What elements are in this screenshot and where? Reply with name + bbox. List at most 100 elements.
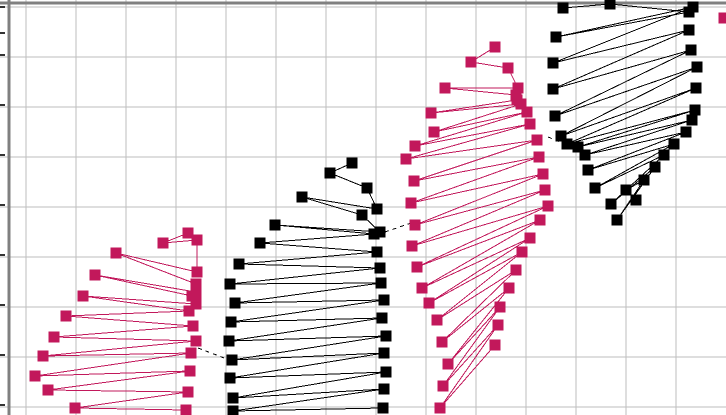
data-point-marker[interactable]: [185, 347, 197, 359]
data-point-marker[interactable]: [183, 305, 195, 317]
data-point-marker[interactable]: [400, 153, 412, 165]
data-point-marker[interactable]: [604, 0, 616, 10]
data-point-marker[interactable]: [371, 246, 383, 258]
data-point-marker[interactable]: [431, 314, 443, 326]
data-point-marker[interactable]: [296, 191, 308, 203]
data-point-marker[interactable]: [361, 182, 373, 194]
data-point-marker[interactable]: [77, 290, 89, 302]
data-point-marker[interactable]: [550, 31, 562, 43]
data-point-marker[interactable]: [437, 380, 449, 392]
data-point-marker[interactable]: [409, 219, 421, 231]
data-point-marker[interactable]: [494, 301, 506, 313]
data-point-marker[interactable]: [406, 240, 418, 252]
data-point-marker[interactable]: [346, 157, 358, 169]
data-point-marker[interactable]: [572, 141, 584, 153]
data-point-marker[interactable]: [48, 331, 60, 343]
data-point-marker[interactable]: [502, 62, 514, 74]
data-point-marker[interactable]: [374, 262, 386, 274]
data-point-marker[interactable]: [37, 350, 49, 362]
data-point-marker[interactable]: [380, 366, 392, 378]
data-point-marker[interactable]: [378, 383, 390, 395]
data-point-marker[interactable]: [375, 277, 387, 289]
data-point-marker[interactable]: [380, 330, 392, 342]
data-point-marker[interactable]: [680, 126, 692, 138]
data-point-marker[interactable]: [436, 336, 448, 348]
data-point-marker[interactable]: [557, 2, 569, 14]
data-point-marker[interactable]: [542, 200, 554, 212]
data-point-marker[interactable]: [533, 151, 545, 163]
data-point-marker[interactable]: [190, 298, 202, 310]
data-point-marker[interactable]: [227, 392, 239, 404]
data-point-marker[interactable]: [69, 402, 81, 414]
data-point-marker[interactable]: [223, 335, 235, 347]
series-cluster-2[interactable]: [223, 157, 392, 415]
series-cluster-4[interactable]: [547, 0, 703, 226]
data-point-marker[interactable]: [42, 384, 54, 396]
data-point-marker[interactable]: [60, 310, 72, 322]
data-point-marker[interactable]: [423, 297, 435, 309]
data-point-marker[interactable]: [524, 232, 536, 244]
data-point-marker[interactable]: [416, 282, 428, 294]
data-point-marker[interactable]: [611, 214, 623, 226]
data-point-marker[interactable]: [718, 12, 726, 24]
data-point-marker[interactable]: [503, 282, 515, 294]
data-point-marker[interactable]: [191, 234, 203, 246]
data-point-marker[interactable]: [649, 161, 661, 173]
data-point-marker[interactable]: [620, 184, 632, 196]
data-point-marker[interactable]: [685, 44, 697, 56]
data-point-marker[interactable]: [226, 354, 238, 366]
data-point-marker[interactable]: [182, 227, 194, 239]
data-point-marker[interactable]: [229, 297, 241, 309]
data-point-marker[interactable]: [510, 264, 522, 276]
data-point-marker[interactable]: [428, 126, 440, 138]
data-point-marker[interactable]: [589, 182, 601, 194]
data-point-marker[interactable]: [89, 269, 101, 281]
data-point-marker[interactable]: [465, 56, 477, 68]
data-point-marker[interactable]: [409, 140, 421, 152]
data-point-marker[interactable]: [187, 320, 199, 332]
data-point-marker[interactable]: [227, 405, 239, 415]
data-point-marker[interactable]: [224, 372, 236, 384]
data-point-marker[interactable]: [254, 237, 266, 249]
data-point-marker[interactable]: [425, 107, 437, 119]
data-point-marker[interactable]: [225, 316, 237, 328]
data-point-marker[interactable]: [547, 57, 559, 69]
data-point-marker[interactable]: [515, 98, 527, 110]
data-point-marker[interactable]: [638, 174, 650, 186]
data-point-marker[interactable]: [534, 214, 546, 226]
data-point-marker[interactable]: [368, 228, 380, 240]
data-point-marker[interactable]: [605, 198, 617, 210]
data-series-layer[interactable]: [29, 0, 726, 415]
data-point-marker[interactable]: [547, 83, 559, 95]
data-point-marker[interactable]: [157, 237, 169, 249]
data-point-marker[interactable]: [434, 402, 446, 414]
data-point-marker[interactable]: [690, 82, 702, 94]
data-point-marker[interactable]: [439, 82, 451, 94]
data-point-marker[interactable]: [630, 194, 642, 206]
data-point-marker[interactable]: [524, 118, 536, 130]
data-point-marker[interactable]: [492, 319, 504, 331]
data-point-marker[interactable]: [521, 106, 533, 118]
data-point-marker[interactable]: [324, 167, 336, 179]
data-point-marker[interactable]: [442, 358, 454, 370]
data-point-marker[interactable]: [377, 402, 389, 414]
data-point-marker[interactable]: [691, 61, 703, 73]
data-point-marker[interactable]: [561, 138, 573, 150]
data-point-marker[interactable]: [537, 168, 549, 180]
data-point-marker[interactable]: [489, 339, 501, 351]
data-point-marker[interactable]: [489, 41, 501, 53]
data-point-marker[interactable]: [378, 294, 390, 306]
data-point-marker[interactable]: [549, 110, 561, 122]
data-point-marker[interactable]: [378, 347, 390, 359]
data-point-marker[interactable]: [683, 24, 695, 36]
data-point-marker[interactable]: [658, 149, 670, 161]
data-point-marker[interactable]: [531, 134, 543, 146]
data-point-marker[interactable]: [110, 247, 122, 259]
data-point-marker[interactable]: [539, 184, 551, 196]
data-point-marker[interactable]: [356, 209, 368, 221]
data-point-marker[interactable]: [408, 175, 420, 187]
series-cluster-3[interactable]: [400, 41, 554, 414]
data-point-marker[interactable]: [582, 164, 594, 176]
data-point-marker[interactable]: [190, 278, 202, 290]
